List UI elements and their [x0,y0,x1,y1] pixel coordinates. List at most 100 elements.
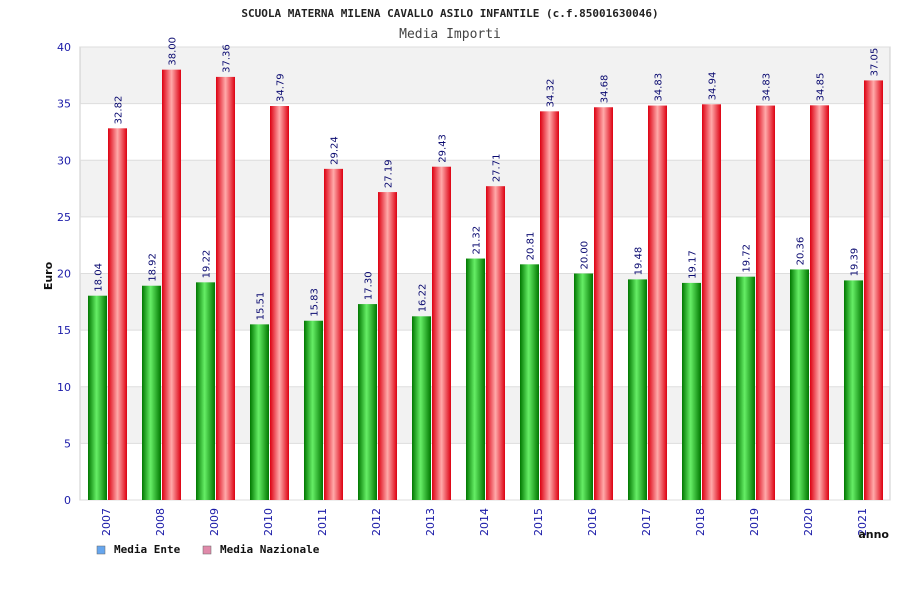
bar-media-nazionale [810,105,829,500]
y-tick-label: 0 [64,494,71,507]
plot-band [80,103,890,161]
data-label: 20.36 [796,237,807,266]
bar-media-ente [412,316,431,500]
x-tick-label: 2011 [316,508,329,536]
data-label: 19.48 [634,247,645,276]
chart-title: SCUOLA MATERNA MILENA CAVALLO ASILO INFA… [241,7,658,20]
bar-media-ente [88,295,107,500]
data-label: 34.83 [762,73,773,102]
x-tick-label: 2018 [694,508,707,536]
legend-swatch-media-ente [96,545,106,555]
bar-media-nazionale [486,186,505,500]
x-tick-label: 2020 [802,508,815,536]
bar-media-ente [142,285,161,500]
data-label: 19.22 [202,250,213,279]
legend-label-media-ente: Media Ente [114,543,181,556]
x-tick-label: 2016 [586,508,599,536]
plot-band [80,47,890,104]
x-tick-label: 2012 [370,508,383,536]
bar-media-ente [790,269,809,500]
data-label: 16.22 [418,284,429,313]
data-label: 15.51 [256,292,267,321]
legend: Media Ente Media Nazionale [96,543,320,556]
data-label: 29.43 [438,134,449,163]
bar-media-nazionale [324,168,343,500]
data-label: 15.83 [310,288,321,317]
bar-media-nazionale [864,80,883,500]
bar-media-ente [304,320,323,500]
bar-media-nazionale [378,192,397,501]
data-label: 34.94 [708,72,719,101]
data-label: 17.30 [364,271,375,300]
y-tick-label: 35 [57,98,71,111]
data-label: 19.17 [688,250,699,279]
x-tick-label: 2014 [478,508,491,536]
legend-swatch-media-nazionale [202,545,212,555]
data-label: 32.82 [114,96,125,125]
plot-band [80,160,890,217]
data-label: 34.85 [816,73,827,102]
bar-media-ente [736,276,755,500]
bar-media-nazionale [702,104,721,500]
data-labels: 18.04 32.82 18.92 38.00 19.22 37.36 15.51 34.79… [94,37,881,320]
x-tick-label: 2015 [532,508,545,536]
data-label: 34.83 [654,73,665,102]
y-axis-label: Euro [42,261,55,290]
legend-label-media-nazionale: Media Nazionale [220,543,320,556]
x-tick-label: 2008 [154,508,167,536]
y-tick-label: 15 [57,324,71,337]
bars [88,69,883,501]
data-label: 27.71 [492,154,503,183]
bar-media-nazionale [648,105,667,501]
y-tick-label: 40 [57,41,71,54]
bar-media-ente [520,264,539,500]
bar-media-ente [628,279,647,500]
y-tick-label: 20 [57,268,71,281]
bar-media-nazionale [270,106,289,501]
data-label: 34.79 [276,73,287,102]
data-label: 18.04 [94,263,105,292]
y-tick-label: 5 [64,437,71,450]
data-label: 19.39 [850,248,861,277]
data-label: 20.81 [526,232,537,261]
x-axis-label: anno [858,528,889,541]
bar-media-ente [358,304,377,500]
x-tick-label: 2007 [100,508,113,536]
bar-media-nazionale [108,128,127,500]
data-label: 21.32 [472,226,483,255]
x-tick-label: 2009 [208,508,221,536]
bar-media-ente [250,324,269,500]
bar-media-ente [682,282,701,500]
bar-media-nazionale [432,166,451,500]
bar-media-ente [574,273,593,500]
x-tick-label: 2019 [748,508,761,536]
data-label: 19.72 [742,244,753,273]
bar-media-ente [196,282,215,500]
data-label: 27.19 [384,159,395,188]
bar-media-nazionale [756,105,775,501]
y-axis-ticks: 0 5 10 15 20 25 30 35 40 [57,41,71,507]
x-tick-label: 2010 [262,508,275,536]
data-label: 29.24 [330,136,341,165]
x-tick-label: 2017 [640,508,653,536]
bar-media-nazionale [540,111,559,501]
bar-media-nazionale [162,69,181,501]
chart-subtitle: Media Importi [399,27,501,42]
data-label: 18.92 [148,253,159,282]
y-tick-label: 10 [57,381,71,394]
x-tick-label: 2013 [424,508,437,536]
data-label: 34.68 [600,75,611,104]
bar-media-ente [466,258,485,500]
bar-media-nazionale [594,107,613,501]
x-tick-label: 2021 [856,508,869,536]
data-label: 20.00 [580,241,591,270]
data-label: 37.36 [222,44,233,73]
data-label: 38.00 [168,37,179,66]
y-tick-label: 25 [57,211,71,224]
x-axis-ticks: 2007 2008 2009 2010 2011 2012 2013 2014 2015 2016… [100,508,869,536]
data-label: 34.32 [546,79,557,108]
bar-media-ente [844,280,863,500]
bar-media-nazionale [216,76,235,500]
data-label: 37.05 [870,48,881,77]
